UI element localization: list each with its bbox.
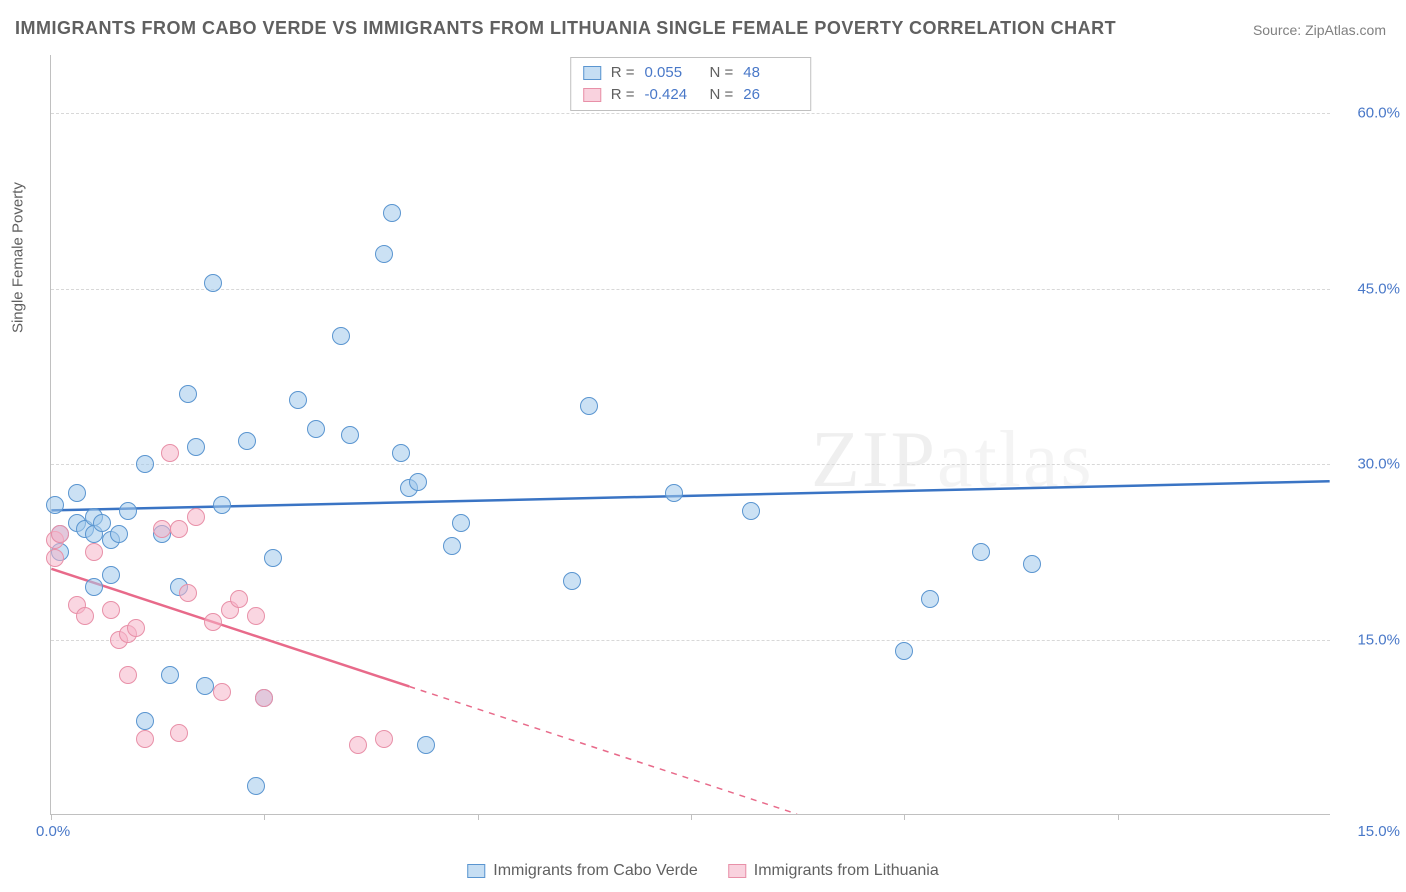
y-axis-label: Single Female Poverty (10, 182, 27, 333)
data-point-lithuania (170, 724, 188, 742)
x-tick-min: 0.0% (36, 823, 70, 840)
data-point-cabo_verde (921, 590, 939, 608)
data-point-cabo_verde (179, 385, 197, 403)
x-tick-max: 15.0% (1357, 823, 1400, 840)
n-label: N = (710, 62, 734, 84)
data-point-lithuania (255, 689, 273, 707)
x-tick-mark (478, 814, 479, 820)
data-point-cabo_verde (580, 397, 598, 415)
swatch-cabo-verde (467, 864, 485, 878)
data-point-cabo_verde (213, 496, 231, 514)
y-tick-label: 15.0% (1357, 631, 1400, 648)
legend-item-lithuania: Immigrants from Lithuania (728, 862, 939, 880)
data-point-lithuania (247, 607, 265, 625)
legend-label-cabo-verde: Immigrants from Cabo Verde (493, 862, 698, 880)
data-point-cabo_verde (238, 432, 256, 450)
data-point-cabo_verde (264, 549, 282, 567)
data-point-cabo_verde (136, 712, 154, 730)
bottom-legend: Immigrants from Cabo Verde Immigrants fr… (467, 862, 939, 880)
data-point-cabo_verde (46, 496, 64, 514)
swatch-lithuania (583, 88, 601, 102)
data-point-lithuania (187, 508, 205, 526)
data-point-cabo_verde (665, 484, 683, 502)
stats-row-lithuania: R = -0.424 N = 26 (583, 84, 799, 106)
y-tick-label: 30.0% (1357, 456, 1400, 473)
data-point-lithuania (46, 549, 64, 567)
data-point-cabo_verde (1023, 555, 1041, 573)
x-tick-mark (904, 814, 905, 820)
swatch-cabo-verde (583, 66, 601, 80)
data-point-cabo_verde (392, 444, 410, 462)
grid-line (51, 289, 1330, 290)
statistics-legend: R = 0.055 N = 48 R = -0.424 N = 26 (570, 57, 812, 111)
data-point-lithuania (127, 619, 145, 637)
data-point-lithuania (85, 543, 103, 561)
data-point-lithuania (136, 730, 154, 748)
data-point-cabo_verde (102, 566, 120, 584)
data-point-cabo_verde (68, 484, 86, 502)
data-point-cabo_verde (563, 572, 581, 590)
data-point-cabo_verde (972, 543, 990, 561)
source-attribution: Source: ZipAtlas.com (1253, 22, 1386, 38)
data-point-cabo_verde (895, 642, 913, 660)
data-point-lithuania (51, 525, 69, 543)
r-value-lithuania: -0.424 (645, 84, 700, 106)
data-point-cabo_verde (341, 426, 359, 444)
data-point-lithuania (349, 736, 367, 754)
data-point-cabo_verde (110, 525, 128, 543)
data-point-lithuania (161, 444, 179, 462)
r-label: R = (611, 62, 635, 84)
x-tick-mark (264, 814, 265, 820)
x-tick-mark (51, 814, 52, 820)
data-point-lithuania (119, 666, 137, 684)
legend-item-cabo-verde: Immigrants from Cabo Verde (467, 862, 698, 880)
swatch-lithuania (728, 864, 746, 878)
data-point-cabo_verde (742, 502, 760, 520)
data-point-cabo_verde (289, 391, 307, 409)
data-point-cabo_verde (247, 777, 265, 795)
legend-label-lithuania: Immigrants from Lithuania (754, 862, 939, 880)
y-tick-label: 45.0% (1357, 280, 1400, 297)
data-point-cabo_verde (409, 473, 427, 491)
n-value-cabo-verde: 48 (743, 62, 798, 84)
plot-area: ZIPatlas R = 0.055 N = 48 R = -0.424 N =… (50, 55, 1330, 815)
x-tick-mark (1118, 814, 1119, 820)
data-point-cabo_verde (307, 420, 325, 438)
watermark: ZIPatlas (811, 415, 1094, 506)
data-point-cabo_verde (85, 578, 103, 596)
y-tick-label: 60.0% (1357, 105, 1400, 122)
grid-line (51, 640, 1330, 641)
n-label: N = (710, 84, 734, 106)
x-tick-mark (691, 814, 692, 820)
n-value-lithuania: 26 (743, 84, 798, 106)
data-point-cabo_verde (332, 327, 350, 345)
data-point-cabo_verde (161, 666, 179, 684)
data-point-cabo_verde (187, 438, 205, 456)
data-point-lithuania (76, 607, 94, 625)
data-point-lithuania (230, 590, 248, 608)
r-label: R = (611, 84, 635, 106)
data-point-lithuania (204, 613, 222, 631)
stats-row-cabo-verde: R = 0.055 N = 48 (583, 62, 799, 84)
data-point-cabo_verde (417, 736, 435, 754)
data-point-lithuania (102, 601, 120, 619)
data-point-lithuania (170, 520, 188, 538)
grid-line (51, 464, 1330, 465)
data-point-lithuania (375, 730, 393, 748)
r-value-cabo-verde: 0.055 (645, 62, 700, 84)
data-point-cabo_verde (204, 274, 222, 292)
data-point-cabo_verde (443, 537, 461, 555)
data-point-cabo_verde (93, 514, 111, 532)
data-point-lithuania (153, 520, 171, 538)
data-point-lithuania (179, 584, 197, 602)
data-point-cabo_verde (383, 204, 401, 222)
grid-line (51, 113, 1330, 114)
data-point-cabo_verde (452, 514, 470, 532)
data-point-cabo_verde (375, 245, 393, 263)
data-point-cabo_verde (136, 455, 154, 473)
data-point-cabo_verde (119, 502, 137, 520)
data-point-lithuania (213, 683, 231, 701)
data-point-cabo_verde (196, 677, 214, 695)
chart-title: IMMIGRANTS FROM CABO VERDE VS IMMIGRANTS… (15, 18, 1116, 39)
